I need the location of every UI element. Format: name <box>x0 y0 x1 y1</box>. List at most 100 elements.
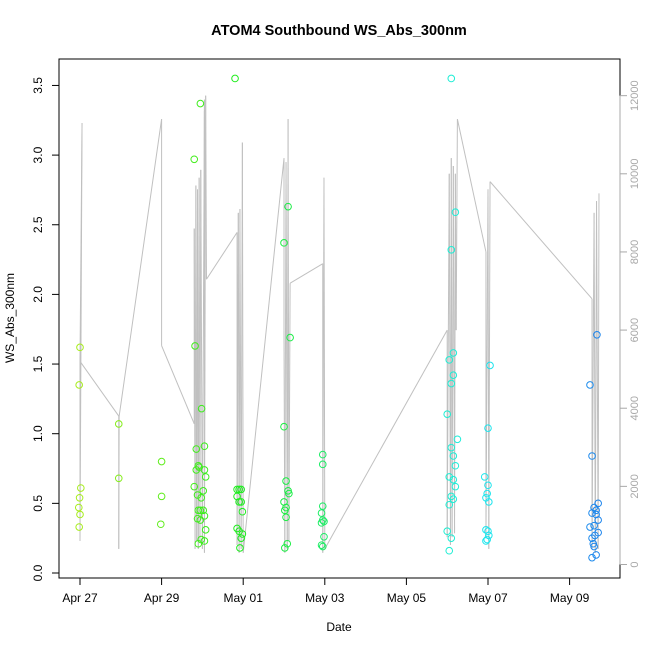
data-point <box>447 74 456 83</box>
secondary-line-segment <box>456 118 487 253</box>
secondary-line-segment <box>597 193 600 549</box>
data-point <box>281 544 289 552</box>
y2-tick-label: 10000 <box>629 159 641 190</box>
data-point <box>194 461 203 470</box>
secondary-line-segment <box>323 177 326 549</box>
y-tick-label: 0.5 <box>31 495 45 512</box>
y-tick-label: 3.0 <box>31 146 45 163</box>
points-group <box>74 74 602 562</box>
data-point <box>484 527 492 536</box>
data-point <box>318 460 327 469</box>
data-point <box>75 523 83 531</box>
data-point <box>443 527 452 536</box>
secondary-line-segment <box>79 361 120 417</box>
data-point <box>451 482 460 491</box>
secondary-line-segment <box>288 283 291 542</box>
data-point <box>238 530 247 538</box>
y-tick-label: 3.5 <box>31 77 45 94</box>
data-point <box>317 519 326 527</box>
y2-tick-label: 2000 <box>629 474 641 498</box>
data-point <box>282 513 290 522</box>
y-tick-label: 1.0 <box>31 425 45 442</box>
secondary-line-segment <box>591 212 595 549</box>
data-point <box>447 246 456 254</box>
data-point <box>485 498 493 506</box>
data-point <box>285 489 293 498</box>
data-point <box>200 537 209 545</box>
data-point <box>114 474 123 483</box>
data-point <box>483 535 491 544</box>
secondary-line-segment <box>488 181 491 549</box>
data-point <box>447 443 456 452</box>
data-point <box>594 499 602 508</box>
data-point <box>194 506 203 515</box>
x-axis: Apr 27 Apr 29 May 01 May 03 May 05 May 07 May … <box>62 577 590 605</box>
y2-tick-label: 8000 <box>629 240 641 264</box>
data-point <box>590 521 598 530</box>
data-point <box>231 74 239 83</box>
data-point <box>192 466 201 474</box>
data-point <box>237 498 245 506</box>
data-point <box>199 506 208 515</box>
secondary-line-segment <box>242 158 285 553</box>
data-point <box>190 482 199 491</box>
x-axis-label: Date <box>326 620 352 634</box>
data-point <box>451 208 460 217</box>
secondary-line-segment <box>241 142 244 553</box>
data-point <box>447 534 456 542</box>
data-point <box>75 381 83 389</box>
data-point <box>588 534 596 542</box>
data-point <box>197 404 206 413</box>
data-point <box>453 435 462 444</box>
data-point <box>282 477 290 485</box>
data-point <box>445 546 454 555</box>
data-point <box>235 498 243 506</box>
secondary-line-segment <box>205 95 207 280</box>
data-point <box>238 507 247 516</box>
data-point <box>201 473 210 481</box>
data-point <box>200 466 209 474</box>
data-point <box>192 445 201 453</box>
chart-title: ATOM4 Southbound WS_Abs_300nm <box>211 23 467 39</box>
data-point <box>197 493 205 502</box>
data-point <box>74 503 83 512</box>
secondary-line-segment <box>200 169 203 549</box>
data-point <box>445 356 454 364</box>
data-point <box>199 487 208 495</box>
data-point <box>449 495 458 503</box>
data-point <box>482 537 490 545</box>
secondary-line-segment <box>206 232 238 280</box>
data-point <box>237 534 245 542</box>
data-point <box>280 239 288 247</box>
data-point <box>318 542 327 551</box>
y2-tick-label: 0 <box>629 561 641 567</box>
data-point <box>196 516 205 524</box>
data-point <box>445 500 454 509</box>
secondary-line-segment <box>79 123 83 362</box>
data-point <box>196 506 205 515</box>
x-tick-label: May 09 <box>550 591 590 605</box>
data-point <box>449 371 458 379</box>
data-point <box>588 509 596 517</box>
data-point <box>318 450 327 459</box>
data-point <box>447 379 456 388</box>
data-point <box>449 475 458 484</box>
data-point <box>280 422 288 431</box>
secondary-line-group <box>79 95 600 553</box>
data-point <box>156 520 165 529</box>
data-point <box>114 420 123 428</box>
secondary-line-segment <box>161 345 195 425</box>
data-point <box>588 553 596 562</box>
data-point <box>284 202 292 211</box>
y-tick-label: 0.0 <box>31 564 45 581</box>
y2-tick-label: 4000 <box>629 396 641 420</box>
data-point <box>200 442 209 451</box>
data-point <box>77 484 85 492</box>
data-point <box>317 509 326 517</box>
data-point <box>75 493 84 502</box>
x-tick-label: Apr 27 <box>62 591 98 605</box>
data-point <box>317 541 326 549</box>
data-point <box>449 452 458 460</box>
x-tick-label: May 07 <box>468 591 508 605</box>
